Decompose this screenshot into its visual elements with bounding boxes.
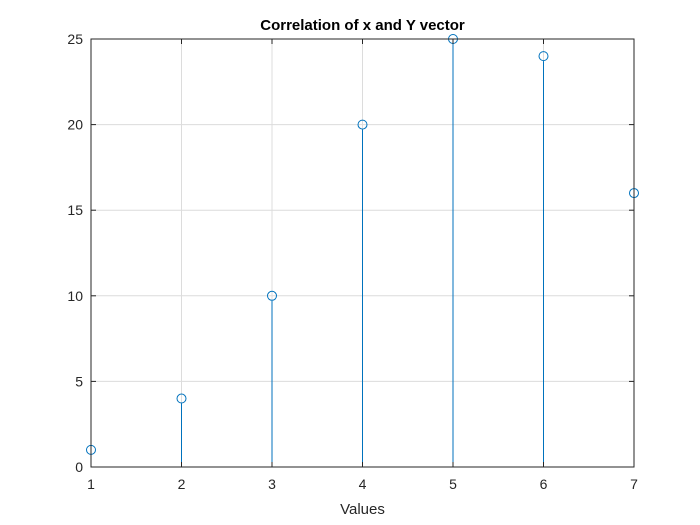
y-tick-label: 5 [75, 373, 83, 389]
y-tick-label: 15 [67, 202, 83, 218]
y-tick-label: 20 [67, 117, 83, 133]
x-tick-label: 7 [630, 476, 638, 492]
x-tick-label: 6 [540, 476, 548, 492]
axis-ticks [90, 38, 635, 468]
stem-marker [357, 119, 368, 130]
y-tick-label: 10 [67, 288, 83, 304]
stem-marker [176, 393, 187, 404]
x-tick-label: 2 [178, 476, 186, 492]
stem-marker [267, 290, 277, 301]
x-tick-label: 1 [87, 476, 95, 492]
x-tick-labels: 1 2 3 4 5 6 7 [87, 476, 638, 492]
x-tick-label: 5 [449, 476, 457, 492]
y-tick-label: 25 [67, 31, 83, 47]
x-axis-label: Values [340, 501, 385, 518]
y-tick-labels: 0 5 10 15 20 25 [67, 31, 83, 475]
x-tick-label: 4 [359, 476, 367, 492]
chart-title: Correlation of x and Y vector [260, 17, 465, 34]
y-tick-label: 0 [75, 459, 83, 475]
stem-marker [538, 51, 549, 62]
x-tick-label: 3 [268, 476, 276, 492]
